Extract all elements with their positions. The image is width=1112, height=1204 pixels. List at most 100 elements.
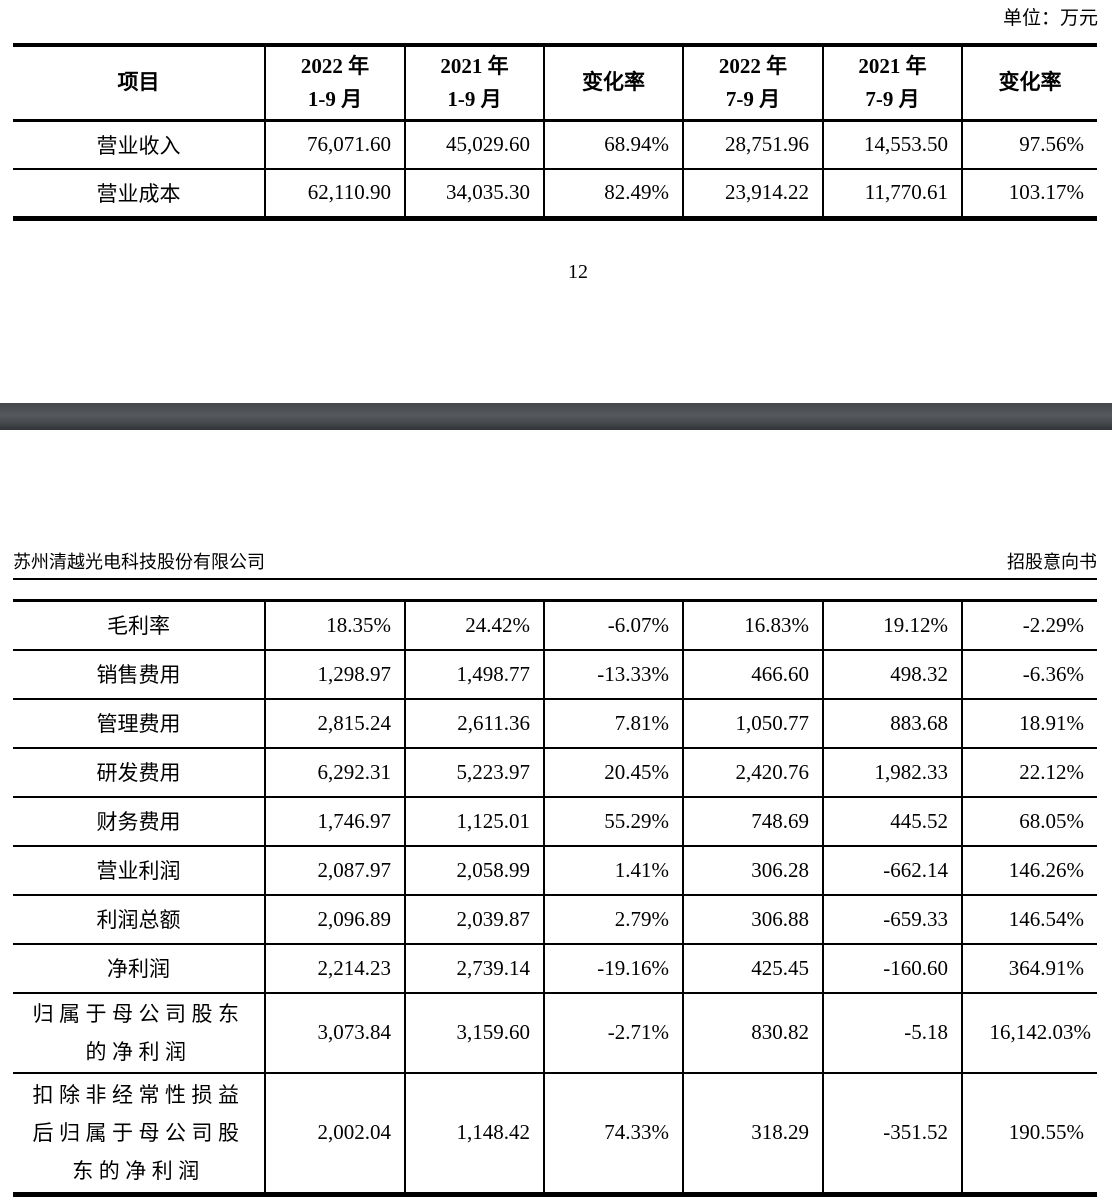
table-row: 扣除非经常性损益后归属于母公司股东的净利润 2,002.04 1,148.42 …: [13, 1072, 1097, 1196]
cell-value: 466.60: [682, 649, 823, 700]
cell-value: -13.33%: [543, 649, 683, 700]
document-title: 招股意向书: [1007, 552, 1097, 572]
cell-value: 5,223.97: [404, 747, 544, 798]
cell-value: 34,035.30: [404, 169, 544, 219]
cell-value: 11,770.61: [822, 169, 962, 219]
cell-value: 76,071.60: [264, 120, 405, 170]
cell-value: 306.28: [682, 845, 823, 896]
cell-value: -351.52: [822, 1072, 962, 1196]
cell-value: 1,498.77: [404, 649, 544, 700]
cell-value: 20.45%: [543, 747, 683, 798]
cell-value: 2,058.99: [404, 845, 544, 896]
cell-value: -5.18: [822, 992, 962, 1074]
header-change-rate-2: 变化率: [961, 45, 1097, 122]
cell-value: 16.83%: [682, 600, 823, 651]
cell-value: 18.91%: [961, 698, 1097, 749]
cell-value: 830.82: [682, 992, 823, 1074]
table-row: 毛利率 18.35% 24.42% -6.07% 16.83% 19.12% -…: [13, 600, 1097, 651]
cell-value: 2,096.89: [264, 894, 405, 945]
cell-value: 146.26%: [961, 845, 1097, 896]
cell-value: 146.54%: [961, 894, 1097, 945]
cell-value: 2.79%: [543, 894, 683, 945]
cell-value: 16,142.03%: [961, 992, 1097, 1074]
row-label: 归属于母公司股东的净利润: [13, 992, 265, 1074]
cell-value: 1,746.97: [264, 796, 405, 847]
cell-value: 1,982.33: [822, 747, 962, 798]
cell-value: 68.05%: [961, 796, 1097, 847]
table-row: 研发费用 6,292.31 5,223.97 20.45% 2,420.76 1…: [13, 747, 1097, 798]
cell-value: 82.49%: [543, 169, 683, 219]
cell-value: -662.14: [822, 845, 962, 896]
cell-value: 364.91%: [961, 943, 1097, 994]
header-2022-1-9: 2022 年 1-9 月: [264, 45, 405, 122]
cell-value: 45,029.60: [404, 120, 544, 170]
table-row: 营业成本 62,110.90 34,035.30 82.49% 23,914.2…: [13, 169, 1097, 219]
cell-value: 19.12%: [822, 600, 962, 651]
row-label: 毛利率: [13, 600, 265, 651]
cell-value: 2,611.36: [404, 698, 544, 749]
cell-value: 2,002.04: [264, 1072, 405, 1196]
financial-table-page1: 项目 2022 年 1-9 月 2021 年 1-9 月 变化率 2022 年 7-9…: [13, 43, 1097, 221]
cell-value: 3,159.60: [404, 992, 544, 1074]
cell-value: 318.29: [682, 1072, 823, 1196]
cell-value: -659.33: [822, 894, 962, 945]
cell-value: 23,914.22: [682, 169, 823, 219]
company-name: 苏州清越光电科技股份有限公司: [13, 552, 265, 572]
cell-value: 2,739.14: [404, 943, 544, 994]
cell-value: 1,050.77: [682, 698, 823, 749]
cell-value: 6,292.31: [264, 747, 405, 798]
row-label: 利润总额: [13, 894, 265, 945]
header-2021-1-9: 2021 年 1-9 月: [404, 45, 544, 122]
cell-value: 883.68: [822, 698, 962, 749]
cell-value: 22.12%: [961, 747, 1097, 798]
cell-value: 748.69: [682, 796, 823, 847]
header-2021-7-9: 2021 年 7-9 月: [822, 45, 962, 122]
row-label: 研发费用: [13, 747, 265, 798]
table-row: 营业收入 76,071.60 45,029.60 68.94% 28,751.9…: [13, 120, 1097, 170]
cell-value: 2,039.87: [404, 894, 544, 945]
cell-value: 2,815.24: [264, 698, 405, 749]
row-label: 营业成本: [13, 169, 265, 219]
cell-value: 7.81%: [543, 698, 683, 749]
table-row: 利润总额 2,096.89 2,039.87 2.79% 306.88 -659…: [13, 894, 1097, 945]
cell-value: 28,751.96: [682, 120, 823, 170]
table-row: 营业利润 2,087.97 2,058.99 1.41% 306.28 -662…: [13, 845, 1097, 896]
table-row: 净利润 2,214.23 2,739.14 -19.16% 425.45 -16…: [13, 943, 1097, 994]
row-label: 财务费用: [13, 796, 265, 847]
row-label: 营业收入: [13, 120, 265, 170]
cell-value: 74.33%: [543, 1072, 683, 1196]
cell-value: -6.07%: [543, 600, 683, 651]
cell-value: 97.56%: [961, 120, 1097, 170]
row-label: 营业利润: [13, 845, 265, 896]
page2-header: 苏州清越光电科技股份有限公司 招股意向书: [13, 548, 1097, 574]
cell-value: 1,298.97: [264, 649, 405, 700]
table-row: 销售费用 1,298.97 1,498.77 -13.33% 466.60 49…: [13, 649, 1097, 700]
cell-value: 103.17%: [961, 169, 1097, 219]
financial-table-page2: 毛利率 18.35% 24.42% -6.07% 16.83% 19.12% -…: [13, 599, 1097, 1197]
cell-value: -160.60: [822, 943, 962, 994]
cell-value: 190.55%: [961, 1072, 1097, 1196]
cell-value: 2,214.23: [264, 943, 405, 994]
cell-value: 18.35%: [264, 600, 405, 651]
cell-value: 55.29%: [543, 796, 683, 847]
table-row: 归属于母公司股东的净利润 3,073.84 3,159.60 -2.71% 83…: [13, 992, 1097, 1074]
cell-value: 306.88: [682, 894, 823, 945]
cell-value: 1,125.01: [404, 796, 544, 847]
cell-value: 24.42%: [404, 600, 544, 651]
cell-value: -19.16%: [543, 943, 683, 994]
cell-value: 2,087.97: [264, 845, 405, 896]
cell-value: 1,148.42: [404, 1072, 544, 1196]
cell-value: 1.41%: [543, 845, 683, 896]
cell-value: 68.94%: [543, 120, 683, 170]
table-row: 管理费用 2,815.24 2,611.36 7.81% 1,050.77 88…: [13, 698, 1097, 749]
unit-label: 单位：万元: [1002, 8, 1098, 29]
cell-value: 425.45: [682, 943, 823, 994]
table-row: 财务费用 1,746.97 1,125.01 55.29% 748.69 445…: [13, 796, 1097, 847]
row-label: 净利润: [13, 943, 265, 994]
header-rule: [13, 578, 1097, 580]
pdf-page-separator: [0, 403, 1112, 430]
table-header-row: 项目 2022 年 1-9 月 2021 年 1-9 月 变化率 2022 年 7-9…: [13, 45, 1097, 122]
row-label: 销售费用: [13, 649, 265, 700]
header-change-rate-1: 变化率: [543, 45, 683, 122]
row-label: 管理费用: [13, 698, 265, 749]
